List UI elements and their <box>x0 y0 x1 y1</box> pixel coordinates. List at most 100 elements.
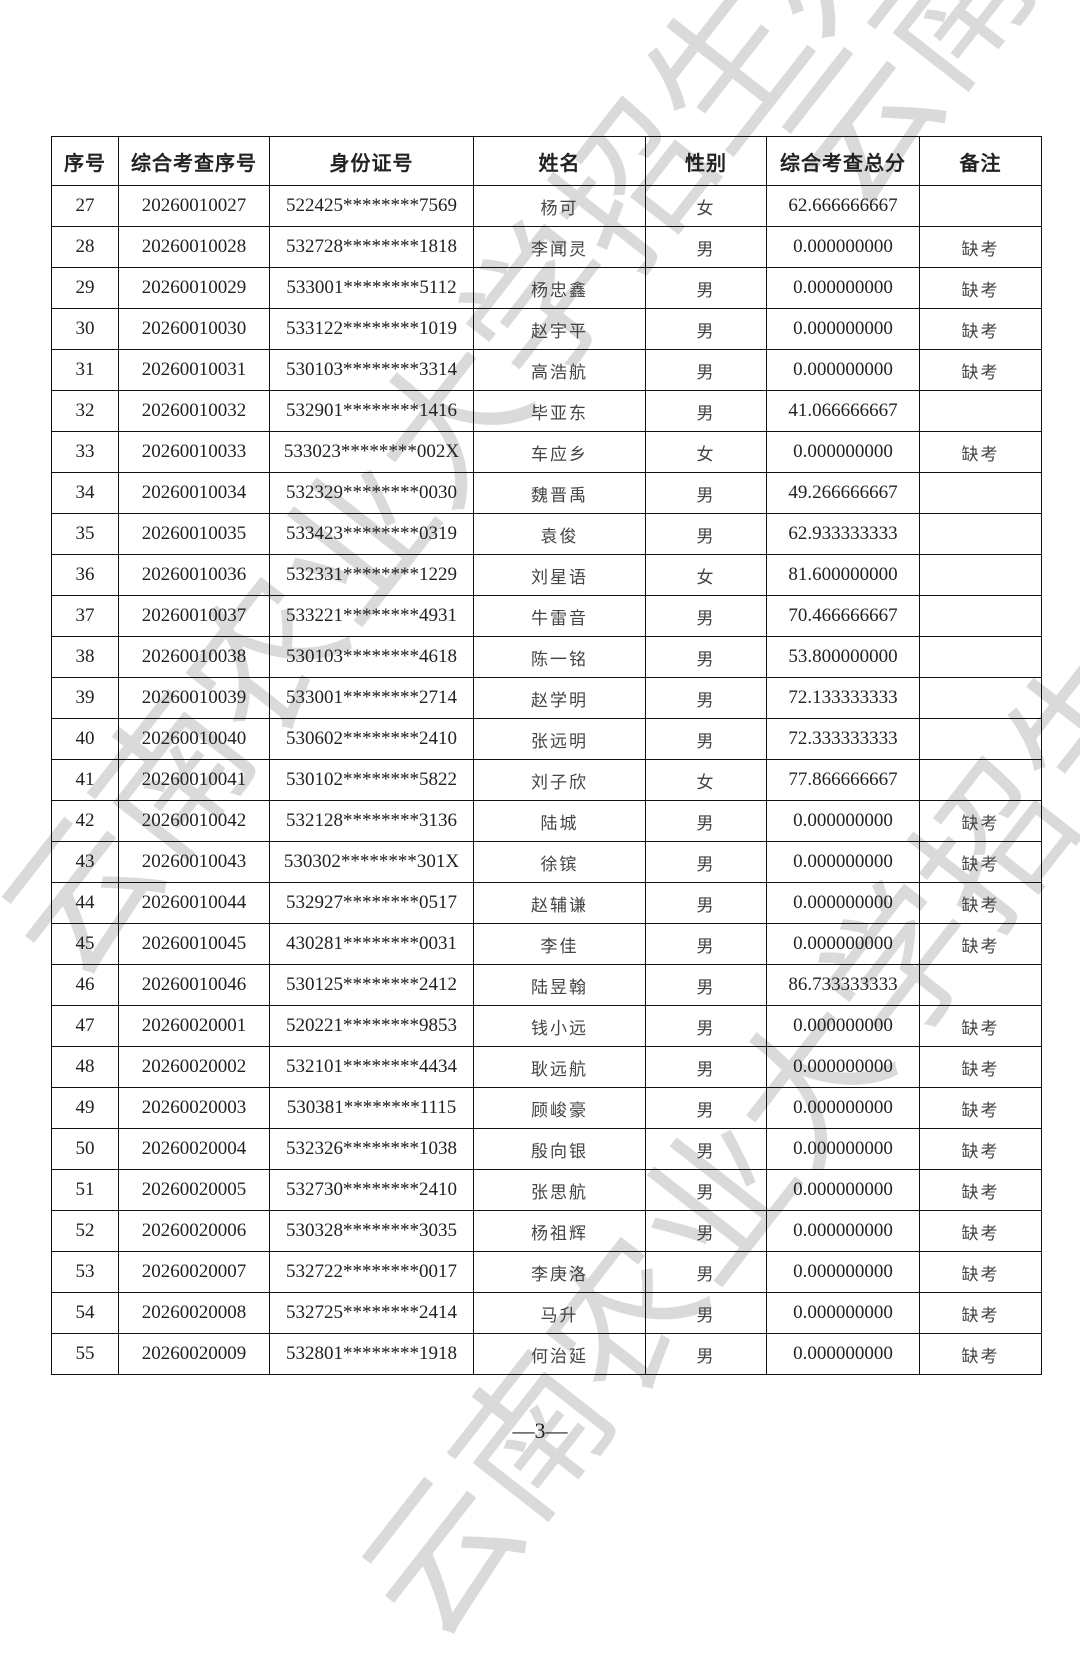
cell-name: 陆昱翰 <box>473 964 646 1006</box>
header-gender: 性别 <box>645 136 767 186</box>
cell-total-score: 0.000000000 <box>766 267 920 309</box>
cell-remarks: 缺考 <box>919 349 1042 391</box>
cell-total-score: 70.466666667 <box>766 595 920 637</box>
cell-index: 47 <box>51 1005 119 1047</box>
table-row: 29 20260010029 533001********5112 杨忠鑫男 0.000… <box>51 267 1042 309</box>
cell-exam-number: 20260020005 <box>118 1169 270 1211</box>
cell-exam-number: 20260010046 <box>118 964 270 1006</box>
table-row: 47 20260020001 520221********9853 钱小远男 0.000… <box>51 1005 1042 1047</box>
cell-exam-number: 20260020002 <box>118 1046 270 1088</box>
cell-gender: 男 <box>645 636 767 678</box>
cell-exam-number: 20260020003 <box>118 1087 270 1129</box>
table-row: 42 20260010042 532128********3136 陆城男 0.0000… <box>51 800 1042 842</box>
cell-index: 50 <box>51 1128 119 1170</box>
cell-exam-number: 20260010039 <box>118 677 270 719</box>
table-row: 46 20260010046 530125********2412 陆昱翰男 86.73… <box>51 964 1042 1006</box>
cell-name: 张远明 <box>473 718 646 760</box>
table-row: 41 20260010041 530102********5822 刘子欣女 77.86… <box>51 759 1042 801</box>
cell-gender: 男 <box>645 513 767 555</box>
cell-gender: 男 <box>645 267 767 309</box>
cell-name: 赵学明 <box>473 677 646 719</box>
table-row: 30 20260010030 533122********1019 赵宇平男 0.000… <box>51 308 1042 350</box>
cell-exam-number: 20260010033 <box>118 431 270 473</box>
cell-index: 43 <box>51 841 119 883</box>
cell-exam-number: 20260010034 <box>118 472 270 514</box>
table-row: 28 20260010028 532728********1818 李闻灵男 0.000… <box>51 226 1042 268</box>
table-row: 54 20260020008 532725********2414 马升男 0.0000… <box>51 1292 1042 1334</box>
cell-id-number: 430281********0031 <box>269 923 474 965</box>
cell-total-score: 72.133333333 <box>766 677 920 719</box>
cell-gender: 男 <box>645 718 767 760</box>
cell-name: 何治延 <box>473 1333 646 1375</box>
cell-index: 30 <box>51 308 119 350</box>
cell-remarks <box>919 964 1042 1006</box>
cell-index: 53 <box>51 1251 119 1293</box>
cell-index: 40 <box>51 718 119 760</box>
cell-exam-number: 20260010035 <box>118 513 270 555</box>
cell-name: 钱小远 <box>473 1005 646 1047</box>
cell-remarks: 缺考 <box>919 841 1042 883</box>
cell-exam-number: 20260010045 <box>118 923 270 965</box>
results-table: 序号 综合考查序号 身份证号 姓名 性别 综合考查总分 备注 27 2026001… <box>51 136 1042 1375</box>
cell-index: 54 <box>51 1292 119 1334</box>
cell-id-number: 532901********1416 <box>269 390 474 432</box>
cell-gender: 女 <box>645 554 767 596</box>
cell-remarks <box>919 636 1042 678</box>
cell-total-score: 62.933333333 <box>766 513 920 555</box>
cell-remarks: 缺考 <box>919 1005 1042 1047</box>
cell-name: 杨可 <box>473 185 646 227</box>
cell-remarks: 缺考 <box>919 267 1042 309</box>
cell-exam-number: 20260010044 <box>118 882 270 924</box>
cell-gender: 男 <box>645 1251 767 1293</box>
cell-exam-number: 20260010027 <box>118 185 270 227</box>
cell-remarks: 缺考 <box>919 882 1042 924</box>
cell-index: 39 <box>51 677 119 719</box>
cell-total-score: 0.000000000 <box>766 1210 920 1252</box>
cell-id-number: 533023********002X <box>269 431 474 473</box>
cell-index: 52 <box>51 1210 119 1252</box>
cell-remarks: 缺考 <box>919 800 1042 842</box>
cell-remarks <box>919 718 1042 760</box>
cell-gender: 男 <box>645 472 767 514</box>
cell-total-score: 0.000000000 <box>766 226 920 268</box>
cell-name: 杨忠鑫 <box>473 267 646 309</box>
cell-exam-number: 20260020009 <box>118 1333 270 1375</box>
cell-index: 38 <box>51 636 119 678</box>
cell-remarks: 缺考 <box>919 1169 1042 1211</box>
cell-exam-number: 20260020006 <box>118 1210 270 1252</box>
table-row: 35 20260010035 533423********0319 袁俊男 62.933… <box>51 513 1042 555</box>
cell-id-number: 522425********7569 <box>269 185 474 227</box>
cell-index: 51 <box>51 1169 119 1211</box>
cell-name: 顾峻豪 <box>473 1087 646 1129</box>
cell-total-score: 62.666666667 <box>766 185 920 227</box>
cell-total-score: 0.000000000 <box>766 1087 920 1129</box>
cell-gender: 男 <box>645 390 767 432</box>
table-row: 45 20260010045 430281********0031 李佳男 0.0000… <box>51 923 1042 965</box>
cell-exam-number: 20260010029 <box>118 267 270 309</box>
cell-name: 李佳 <box>473 923 646 965</box>
cell-exam-number: 20260020004 <box>118 1128 270 1170</box>
cell-name: 张思航 <box>473 1169 646 1211</box>
table-row: 55 20260020009 532801********1918 何治延男 0.000… <box>51 1333 1042 1375</box>
table-row: 32 20260010032 532901********1416 毕亚东男 41.06… <box>51 390 1042 432</box>
table-row: 31 20260010031 530103********3314 高浩航男 0.000… <box>51 349 1042 391</box>
table-row: 37 20260010037 533221********4931 牛雷音男 70.46… <box>51 595 1042 637</box>
cell-gender: 女 <box>645 759 767 801</box>
cell-id-number: 532722********0017 <box>269 1251 474 1293</box>
cell-gender: 男 <box>645 1333 767 1375</box>
table-row: 44 20260010044 532927********0517 赵辅谦男 0.000… <box>51 882 1042 924</box>
cell-name: 车应乡 <box>473 431 646 473</box>
cell-index: 35 <box>51 513 119 555</box>
cell-remarks: 缺考 <box>919 1292 1042 1334</box>
cell-id-number: 532725********2414 <box>269 1292 474 1334</box>
cell-gender: 男 <box>645 1005 767 1047</box>
cell-exam-number: 20260010042 <box>118 800 270 842</box>
cell-gender: 男 <box>645 964 767 1006</box>
cell-total-score: 0.000000000 <box>766 431 920 473</box>
cell-id-number: 530102********5822 <box>269 759 474 801</box>
table-row: 52 20260020006 530328********3035 杨祖辉男 0.000… <box>51 1210 1042 1252</box>
table-row: 53 20260020007 532722********0017 李庚洛男 0.000… <box>51 1251 1042 1293</box>
cell-id-number: 533221********4931 <box>269 595 474 637</box>
cell-id-number: 533001********5112 <box>269 267 474 309</box>
cell-name: 杨祖辉 <box>473 1210 646 1252</box>
